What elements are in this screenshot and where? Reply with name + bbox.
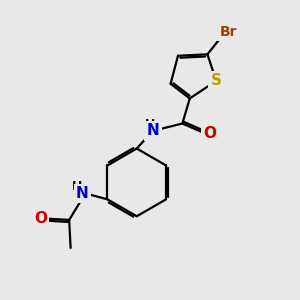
Text: O: O bbox=[203, 126, 216, 141]
Text: H: H bbox=[72, 181, 82, 194]
Text: N: N bbox=[147, 123, 159, 138]
Text: N: N bbox=[76, 186, 89, 201]
Text: Br: Br bbox=[219, 25, 237, 39]
Text: H: H bbox=[145, 118, 155, 131]
Text: O: O bbox=[34, 211, 47, 226]
Text: S: S bbox=[211, 73, 222, 88]
